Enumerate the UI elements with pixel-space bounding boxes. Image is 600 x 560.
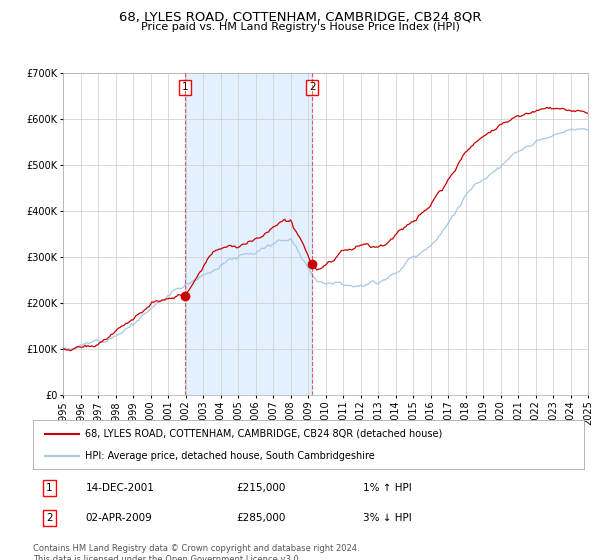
Text: 02-APR-2009: 02-APR-2009 (85, 513, 152, 523)
Text: 1: 1 (46, 483, 53, 493)
Text: 3% ↓ HPI: 3% ↓ HPI (364, 513, 412, 523)
Text: HPI: Average price, detached house, South Cambridgeshire: HPI: Average price, detached house, Sout… (85, 451, 375, 461)
Text: 68, LYLES ROAD, COTTENHAM, CAMBRIDGE, CB24 8QR (detached house): 68, LYLES ROAD, COTTENHAM, CAMBRIDGE, CB… (85, 429, 443, 439)
Text: Price paid vs. HM Land Registry's House Price Index (HPI): Price paid vs. HM Land Registry's House … (140, 22, 460, 32)
Text: 1% ↑ HPI: 1% ↑ HPI (364, 483, 412, 493)
Text: 2: 2 (309, 82, 316, 92)
Text: 68, LYLES ROAD, COTTENHAM, CAMBRIDGE, CB24 8QR: 68, LYLES ROAD, COTTENHAM, CAMBRIDGE, CB… (119, 10, 481, 23)
Text: 1: 1 (181, 82, 188, 92)
Text: 2: 2 (46, 513, 53, 523)
Text: £215,000: £215,000 (237, 483, 286, 493)
Text: Contains HM Land Registry data © Crown copyright and database right 2024.
This d: Contains HM Land Registry data © Crown c… (33, 544, 359, 560)
Text: 14-DEC-2001: 14-DEC-2001 (85, 483, 154, 493)
Bar (185, 73, 313, 395)
Text: £285,000: £285,000 (237, 513, 286, 523)
